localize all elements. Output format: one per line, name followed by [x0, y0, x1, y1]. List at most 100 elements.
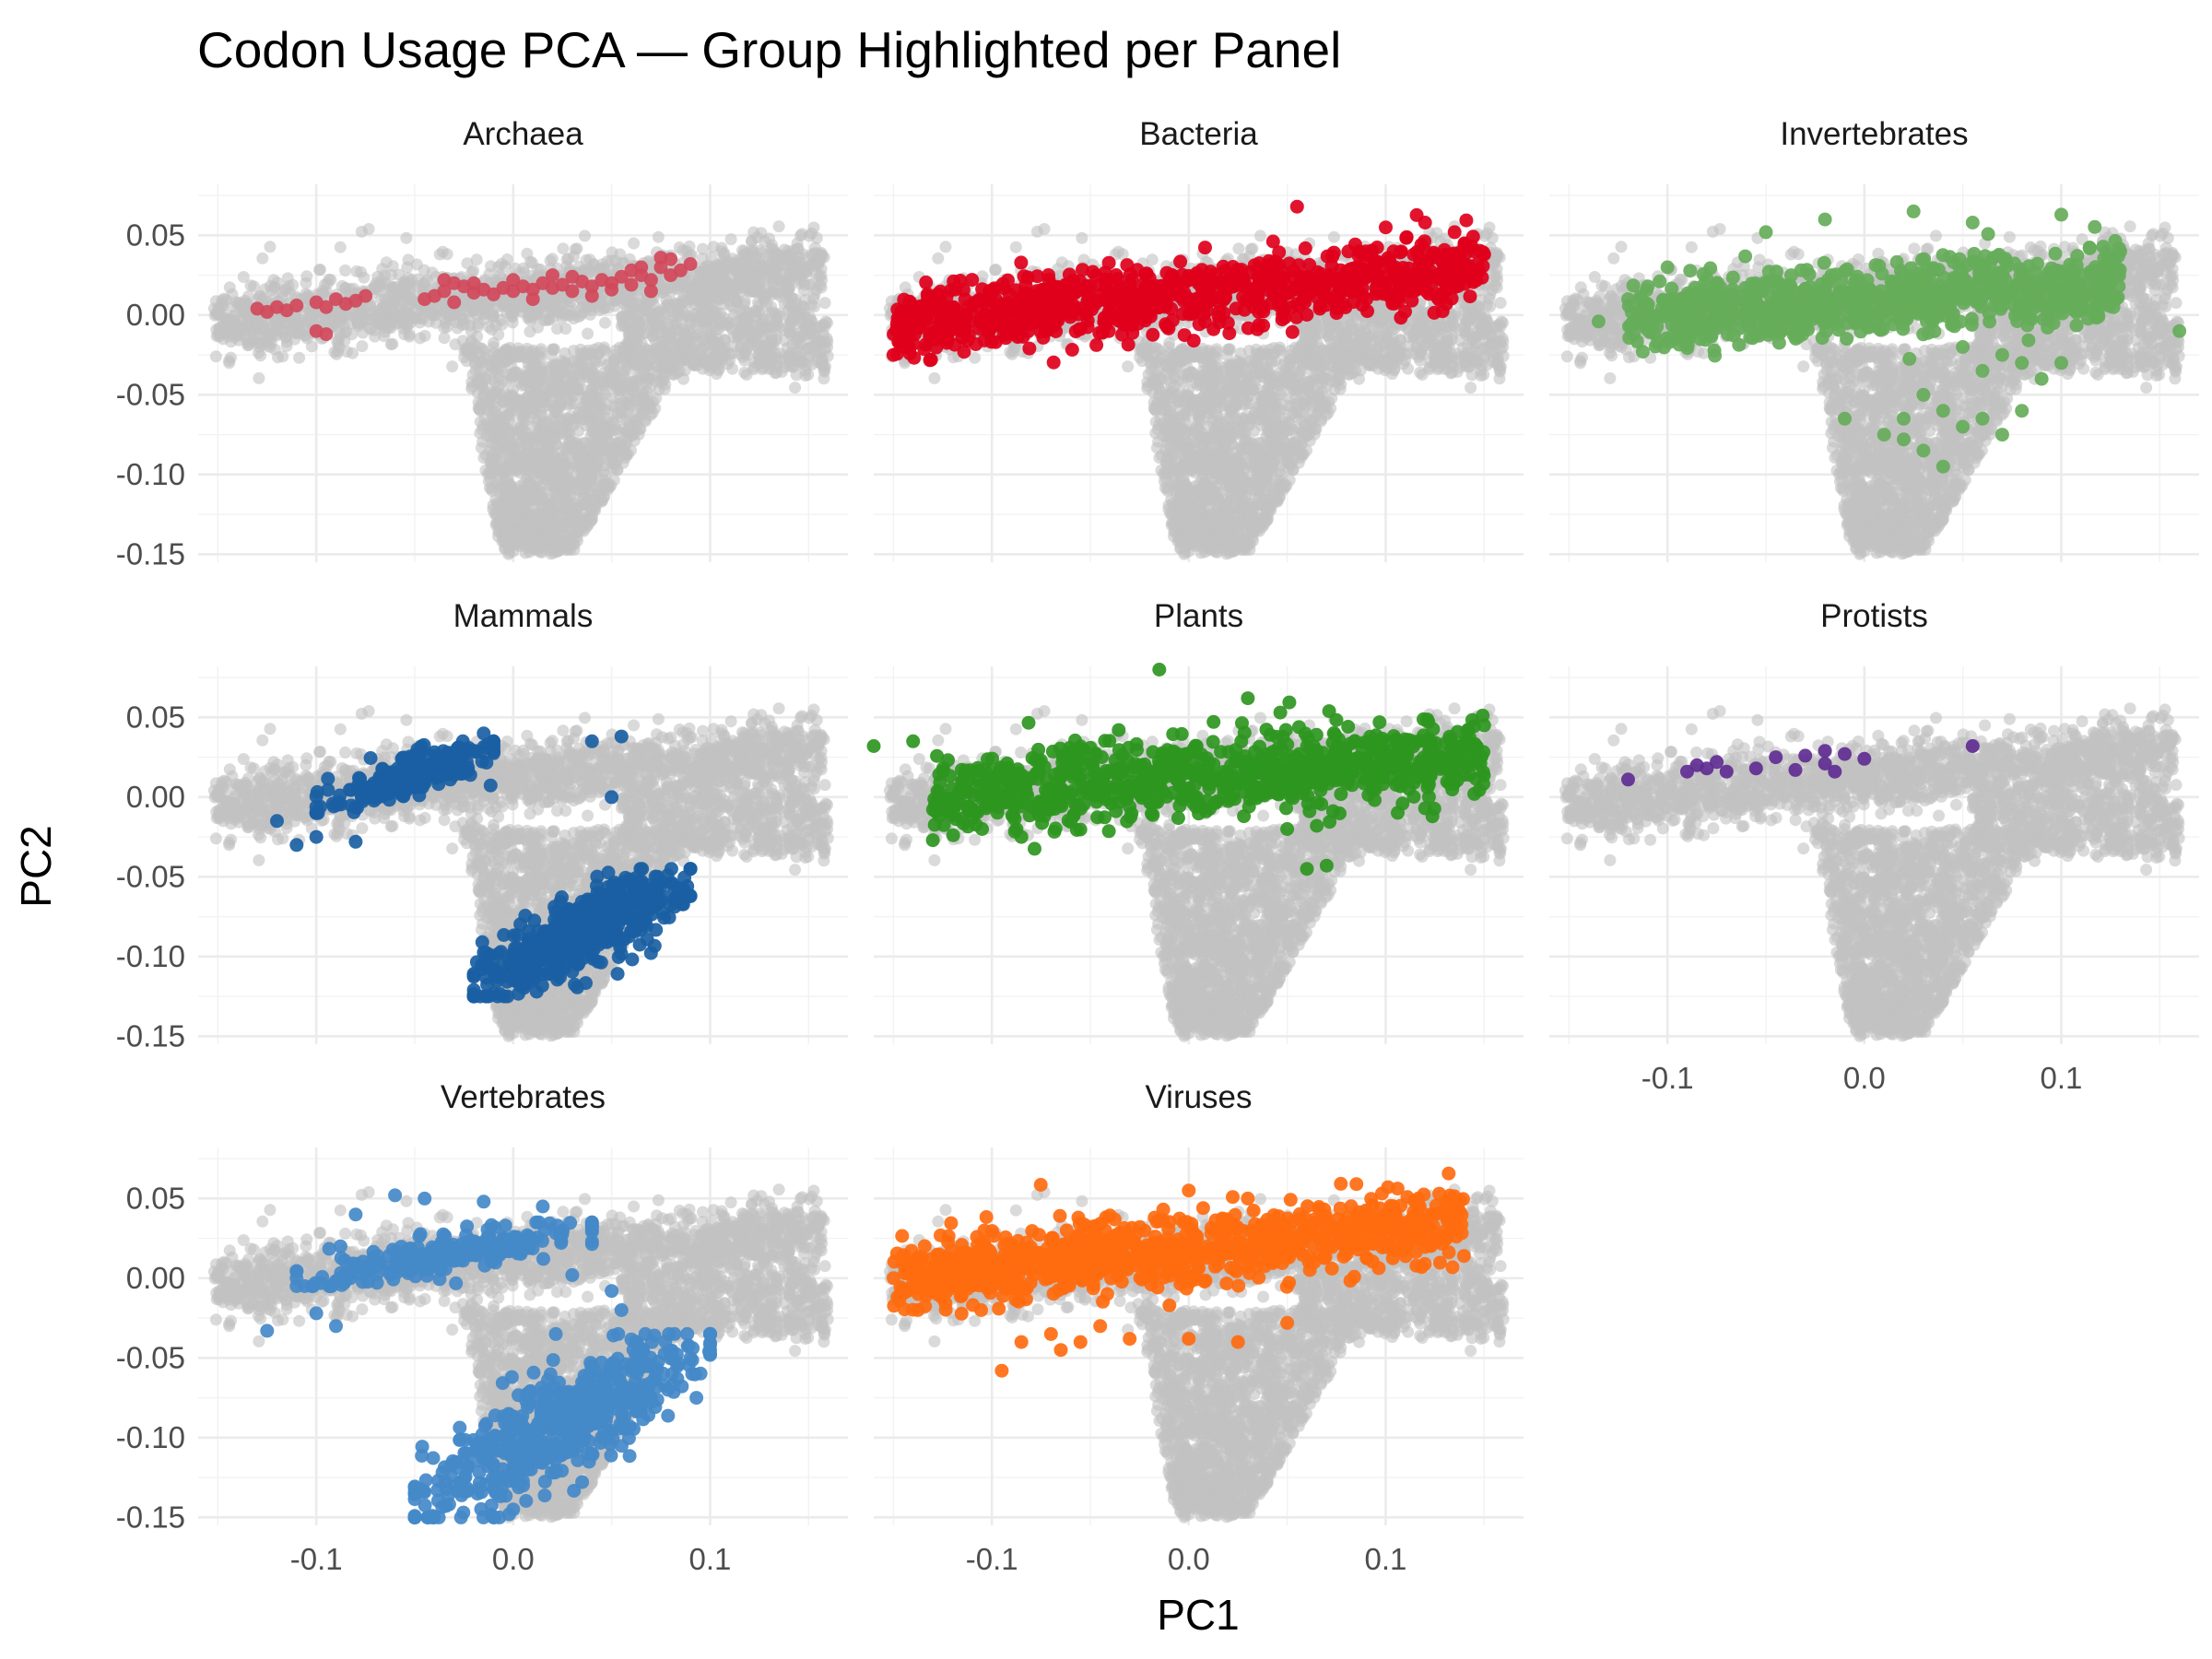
background-point	[594, 423, 606, 435]
background-point	[550, 439, 562, 451]
background-point	[378, 330, 390, 342]
background-point	[324, 274, 335, 286]
background-point	[745, 260, 757, 272]
background-point	[477, 303, 489, 315]
background-point	[599, 317, 611, 329]
background-point	[544, 413, 556, 425]
background-point	[803, 323, 815, 335]
background-point	[631, 359, 643, 371]
background-point	[628, 238, 640, 250]
background-point	[527, 480, 539, 492]
background-point	[270, 322, 282, 334]
background-point	[256, 253, 268, 265]
background-point	[253, 372, 265, 384]
background-point	[306, 340, 318, 352]
background-point	[267, 274, 279, 286]
background-point	[569, 512, 581, 524]
background-point	[710, 292, 722, 304]
background-point	[527, 452, 539, 464]
y-tick-label: 0.00	[126, 298, 185, 332]
background-point	[816, 359, 828, 371]
background-point	[562, 389, 574, 401]
background-point	[547, 253, 559, 265]
background-point	[543, 504, 555, 516]
background-point	[618, 457, 629, 469]
background-point	[747, 227, 759, 239]
background-point	[514, 394, 526, 406]
background-point	[516, 380, 528, 392]
x-axis-title: PC1	[1157, 1591, 1239, 1639]
background-point	[816, 270, 828, 282]
background-points	[208, 220, 834, 560]
background-point	[439, 332, 451, 344]
background-point	[531, 359, 543, 371]
highlight-point	[664, 268, 677, 282]
background-point	[578, 465, 590, 477]
background-point	[593, 342, 605, 354]
panel-strip-label: Bacteria	[1139, 116, 1258, 152]
background-point	[505, 443, 517, 455]
background-point	[508, 488, 520, 500]
background-point	[653, 231, 665, 243]
background-point	[208, 302, 220, 314]
y-tick-label: 0.05	[126, 218, 185, 252]
background-point	[752, 284, 764, 296]
background-point	[247, 326, 259, 338]
background-point	[299, 330, 311, 342]
background-point	[763, 265, 775, 277]
highlight-point	[654, 251, 668, 265]
background-point	[485, 457, 497, 469]
background-point	[522, 312, 534, 324]
background-point	[414, 332, 426, 344]
background-point	[518, 518, 530, 530]
background-point	[501, 253, 513, 265]
background-point	[506, 406, 518, 418]
y-tick-label: -0.05	[116, 377, 185, 411]
background-point	[505, 360, 517, 372]
background-point	[779, 298, 791, 310]
highlight-point	[644, 284, 658, 298]
background-point	[439, 304, 451, 316]
background-point	[530, 465, 542, 477]
background-point	[808, 221, 820, 233]
background-point	[276, 350, 288, 362]
background-point	[1254, 229, 1266, 241]
background-point	[663, 360, 675, 372]
background-point	[599, 406, 611, 418]
background-point	[765, 301, 777, 313]
highlight-point	[506, 273, 520, 287]
background-point	[352, 307, 364, 319]
background-point	[333, 338, 345, 350]
background-point	[257, 338, 269, 350]
background-point	[276, 287, 288, 299]
background-point	[471, 253, 483, 265]
background-point	[733, 283, 745, 295]
background-point	[253, 290, 265, 302]
background-point	[546, 385, 558, 397]
background-point	[437, 246, 449, 258]
background-point	[562, 418, 574, 429]
background-point	[670, 334, 682, 346]
background-point	[498, 523, 510, 535]
background-point	[555, 399, 567, 411]
background-point	[558, 527, 570, 539]
background-point	[346, 328, 358, 340]
background-point	[395, 312, 407, 324]
background-point	[282, 272, 294, 284]
background-point	[418, 265, 430, 276]
y-tick-label: -0.15	[116, 536, 185, 571]
background-point	[488, 310, 500, 322]
background-point	[335, 241, 347, 253]
background-point	[363, 323, 375, 335]
background-point	[622, 406, 634, 418]
background-point	[752, 306, 764, 318]
background-point	[339, 265, 351, 276]
background-point	[324, 316, 335, 328]
background-point	[650, 322, 662, 334]
background-point	[492, 329, 504, 341]
background-point	[582, 328, 594, 340]
background-point	[377, 312, 389, 324]
background-point	[225, 352, 237, 364]
